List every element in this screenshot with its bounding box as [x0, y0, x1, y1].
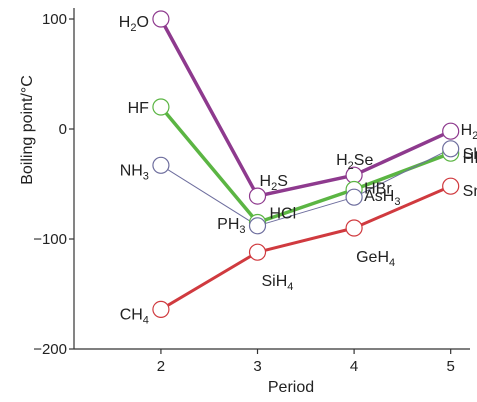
point-label-main: H	[260, 173, 272, 190]
x-tick-label: 4	[350, 358, 358, 375]
point-label: CH4	[120, 306, 149, 326]
point-label-main: H	[119, 14, 131, 31]
point-label-subscript: 2	[472, 130, 477, 142]
point-label-suffix: Se	[354, 152, 374, 169]
x-axis-title: Period	[268, 379, 314, 396]
point-label: PH3	[217, 216, 245, 236]
point-label-main: SbH	[463, 146, 477, 163]
series-line	[159, 18, 452, 198]
point-label: HI	[463, 150, 477, 167]
data-point	[152, 300, 170, 318]
point-label: H2S	[260, 173, 288, 193]
data-point	[152, 156, 170, 174]
point-label: GeH4	[356, 249, 395, 269]
point-label-suffix: O	[136, 14, 148, 31]
point-label-subscript: 3	[394, 196, 400, 208]
point-label: H2Te	[461, 122, 477, 142]
point-label-main: AsH	[364, 188, 394, 205]
data-point	[345, 188, 363, 206]
data-point	[442, 122, 460, 140]
point-labels-layer: H2OH2SH2SeH2TeHFHClHBrHINH3PH3AsH3SbH3CH…	[119, 14, 477, 326]
axes: 100 0 −100 −200 2 3 4 5	[33, 8, 470, 375]
data-point	[442, 177, 460, 195]
point-label-main: HCl	[270, 206, 297, 223]
point-label-main: CH	[120, 306, 143, 323]
point-label: NH3	[120, 162, 149, 182]
series-line	[159, 105, 452, 225]
series-layer	[152, 10, 460, 318]
point-label-main: HBr	[364, 181, 392, 198]
point-label: SbH3	[463, 146, 477, 166]
y-tick-label: 100	[42, 11, 67, 28]
data-point	[248, 243, 267, 261]
y-tick-label: −100	[33, 231, 67, 248]
point-label: HCl	[270, 206, 297, 223]
point-label-main: SnH	[463, 183, 477, 200]
point-label-suffix: S	[277, 173, 288, 190]
x-tick-label: 5	[447, 358, 455, 375]
point-label: HF	[128, 100, 150, 117]
point-label-subscript: 4	[389, 257, 395, 269]
point-label: SnH4	[463, 183, 477, 203]
x-tick-label: 2	[157, 358, 165, 375]
point-label-subscript: 3	[239, 224, 245, 236]
point-label-main: GeH	[356, 249, 389, 266]
data-point	[248, 217, 267, 235]
data-point	[345, 219, 363, 237]
y-tick-label: 0	[59, 121, 67, 138]
y-axis-title: Boiling point/°C	[19, 75, 36, 185]
point-label-subscript: 4	[287, 281, 293, 293]
point-label-main: HF	[128, 100, 150, 117]
point-label-main: HI	[463, 150, 477, 167]
point-label-main: SiH	[262, 273, 288, 290]
point-label-main: H	[336, 152, 348, 169]
point-label-main: PH	[217, 216, 239, 233]
x-tick-label: 3	[253, 358, 261, 375]
point-label-main: NH	[120, 162, 143, 179]
data-point	[152, 10, 170, 28]
point-label: AsH3	[364, 188, 400, 208]
data-point	[248, 187, 267, 205]
point-label: H2O	[119, 14, 149, 34]
point-label-main: H	[461, 122, 473, 139]
point-label: H2Se	[336, 152, 373, 172]
point-label-subscript: 2	[348, 160, 354, 172]
point-label-subscript: 4	[143, 314, 149, 326]
y-tick-label: −200	[33, 341, 67, 358]
point-label-subscript: 2	[130, 22, 136, 34]
point-label: HBr	[364, 181, 392, 198]
data-point	[152, 98, 170, 116]
point-label: SiH4	[262, 273, 294, 293]
point-label-subscript: 3	[143, 170, 149, 182]
point-label-subscript: 2	[271, 181, 277, 193]
series-line	[160, 148, 451, 227]
data-point	[442, 140, 460, 158]
series-line	[160, 184, 452, 311]
